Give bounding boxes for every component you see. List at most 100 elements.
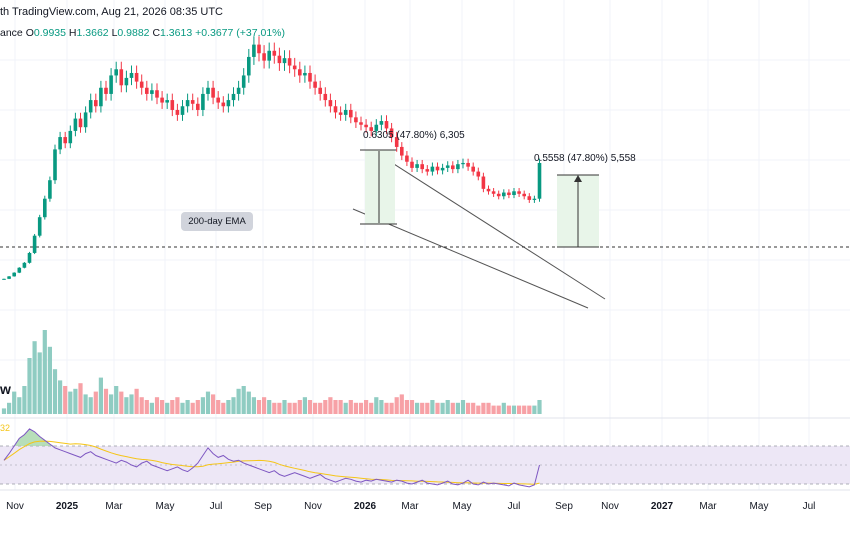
candle-body <box>68 130 73 144</box>
candle-body <box>466 162 470 167</box>
candle-body <box>410 161 414 168</box>
ohlc-legend: ance O0.9935 H1.3662 L0.9882 C1.3613 +0.… <box>0 27 285 39</box>
x-tick-label: 2027 <box>651 501 674 512</box>
measure-left <box>360 149 397 225</box>
x-tick-label: Nov <box>6 501 24 512</box>
candle-body <box>211 87 215 98</box>
volume-bar <box>389 402 394 414</box>
candle-body <box>272 50 277 56</box>
candle-body <box>252 44 256 57</box>
open-value: 0.9935 <box>33 27 66 39</box>
volume-bar <box>384 402 389 414</box>
volume-bar <box>328 397 333 414</box>
volume-bar <box>353 402 358 414</box>
candle-body <box>313 81 317 88</box>
candle-body <box>48 180 52 199</box>
candle-body <box>99 87 103 107</box>
candle-body <box>257 44 261 54</box>
candle-body <box>221 102 226 107</box>
watermark: w <box>0 381 11 397</box>
volume-bar <box>205 391 211 414</box>
volume-bar <box>68 391 73 414</box>
symbol-suffix: ance <box>0 27 23 39</box>
candles <box>2 36 542 280</box>
candle-body <box>420 164 424 170</box>
volume-bar <box>511 405 517 414</box>
volume-bar <box>277 402 282 414</box>
x-tick-label: Jul <box>508 501 521 512</box>
candle-body <box>83 112 88 128</box>
volume-bar <box>22 386 27 414</box>
candle-body <box>134 72 139 82</box>
volume-bar <box>119 391 124 414</box>
rsi-pane <box>3 428 540 488</box>
close-value: 1.3613 <box>160 27 193 39</box>
candle-body <box>354 117 358 123</box>
x-tick-label: May <box>750 501 769 512</box>
candle-body <box>150 90 154 94</box>
volume-bar <box>129 394 134 414</box>
candle-body <box>425 169 430 172</box>
measure-right <box>557 174 599 248</box>
volume-bar <box>109 394 114 414</box>
volume-bar <box>52 369 58 414</box>
candle-body <box>180 106 185 115</box>
wedge-upper-trendline <box>371 149 606 300</box>
ema-label: 200-day EMA <box>181 212 253 231</box>
candle-body <box>196 103 200 110</box>
x-tick-label: Mar <box>105 501 123 512</box>
candle-body <box>216 97 220 103</box>
volume-bar <box>236 388 241 414</box>
candle-body <box>170 100 175 110</box>
candle-body <box>394 137 399 147</box>
volume-bar <box>369 402 374 414</box>
candle-body <box>58 137 62 150</box>
candle-body <box>456 164 460 170</box>
volume-bar <box>409 400 415 414</box>
volume-bar <box>160 400 165 414</box>
x-tick-label: May <box>453 501 472 512</box>
candle-body <box>155 90 159 98</box>
candle-body <box>364 124 368 128</box>
candle-body <box>491 191 496 194</box>
candle-body <box>63 137 67 144</box>
volume-bar <box>313 402 318 414</box>
candle-body <box>486 188 491 192</box>
candle-body <box>537 162 542 199</box>
volume-bar <box>98 377 103 414</box>
candle-body <box>343 109 348 115</box>
wedge-lower-trendline <box>352 208 589 309</box>
candle-body <box>37 217 42 236</box>
volume-bar <box>195 400 200 414</box>
volume-bar <box>37 352 42 414</box>
candle-body <box>114 69 118 76</box>
candle-body <box>349 109 353 118</box>
volume-bar <box>272 402 277 414</box>
candle-body <box>267 50 271 61</box>
x-tick-label: Nov <box>304 501 322 512</box>
candle-body <box>318 87 322 94</box>
candle-body <box>27 252 32 263</box>
candle-body <box>451 165 455 170</box>
volume-bar <box>190 402 195 414</box>
candle-body <box>94 100 98 107</box>
volume-bar <box>149 402 154 414</box>
candle-body <box>119 69 124 86</box>
candle-body <box>236 87 241 94</box>
high-label: H <box>68 27 77 39</box>
volume-bar <box>93 391 98 414</box>
x-tick-label: May <box>156 501 175 512</box>
candle-body <box>303 72 307 76</box>
measure-left-label: 0.6305 (47.80%) 6,305 <box>363 130 465 141</box>
volume-bar <box>180 402 185 414</box>
candle-body <box>277 55 282 64</box>
candle-body <box>231 93 236 101</box>
volume-bar <box>430 400 435 414</box>
candle-body <box>379 121 384 125</box>
volume-bar <box>1 408 7 414</box>
volume-bar <box>506 405 511 414</box>
candle-body <box>160 97 164 103</box>
x-tick-label: Sep <box>254 501 272 512</box>
volume-bar <box>241 386 246 414</box>
